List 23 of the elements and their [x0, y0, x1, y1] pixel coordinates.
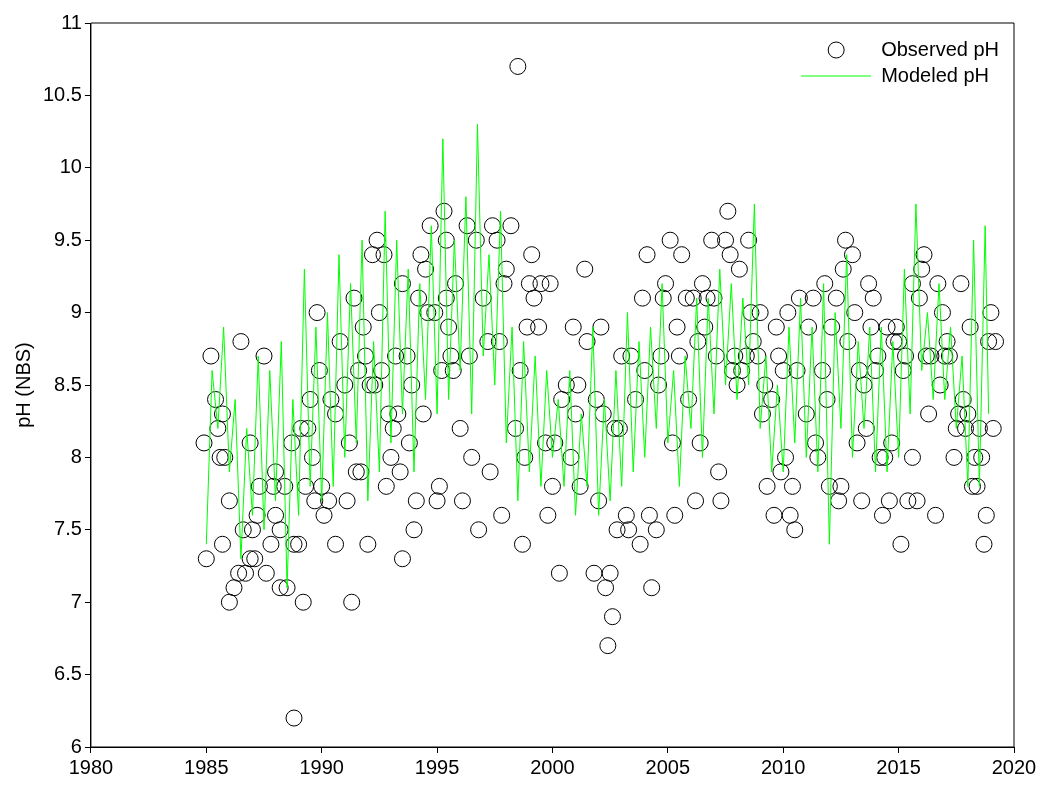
y-tick-label: 9 [70, 300, 82, 323]
y-tick-label: 7.5 [54, 517, 82, 540]
y-tick-label: 10 [59, 155, 82, 178]
x-tick-label: 2005 [645, 755, 691, 778]
x-tick-label: 1995 [414, 755, 460, 778]
y-axis-title: pH (NBS) [11, 342, 34, 428]
legend-label: Observed pH [881, 37, 1000, 60]
x-tick-label: 2000 [530, 755, 575, 778]
x-tick-label: 1980 [68, 755, 114, 778]
legend-label: Modeled pH [881, 63, 990, 86]
x-tick-label: 2015 [876, 755, 921, 778]
x-tick-label: 1990 [299, 755, 344, 778]
y-tick-label: 8 [70, 444, 82, 467]
x-tick-label: 2010 [760, 755, 806, 778]
y-tick-label: 6 [70, 734, 82, 757]
y-tick-label: 8.5 [54, 372, 82, 395]
x-tick-label: 2020 [991, 755, 1037, 778]
y-tick-label: 6.5 [54, 662, 82, 685]
x-tick-label: 1985 [184, 755, 229, 778]
y-tick-label: 10.5 [42, 82, 82, 105]
y-tick-label: 11 [61, 10, 82, 33]
y-tick-label: 7 [70, 589, 82, 612]
y-tick-label: 9.5 [54, 227, 82, 250]
